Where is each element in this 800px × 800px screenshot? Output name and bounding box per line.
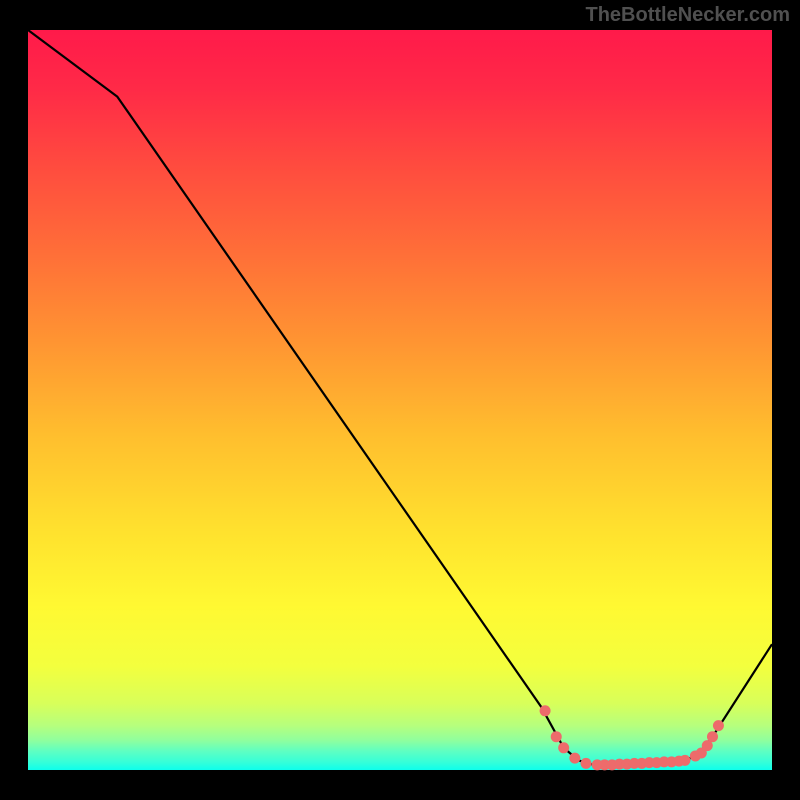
marker-point	[540, 705, 551, 716]
line-chart	[0, 0, 800, 800]
marker-point	[558, 742, 569, 753]
chart-container: TheBottleNecker.com	[0, 0, 800, 800]
marker-point	[581, 758, 592, 769]
curve-line	[28, 30, 772, 765]
markers-group	[540, 705, 724, 770]
marker-point	[569, 753, 580, 764]
marker-point	[707, 731, 718, 742]
marker-point	[551, 731, 562, 742]
watermark-text: TheBottleNecker.com	[585, 4, 790, 27]
marker-point	[713, 720, 724, 731]
marker-point	[679, 755, 690, 766]
